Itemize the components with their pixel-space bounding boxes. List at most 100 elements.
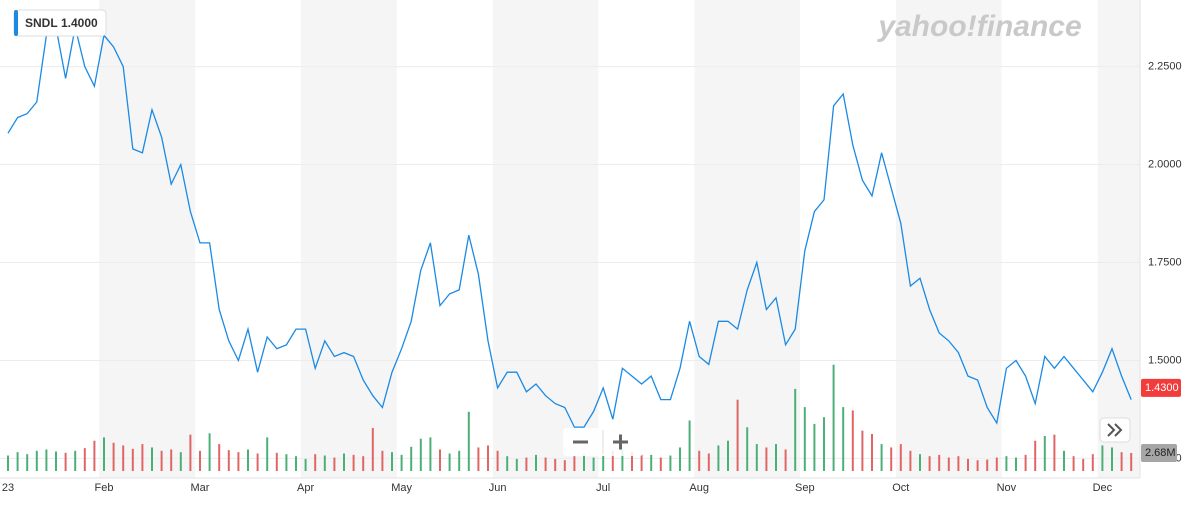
volume-bar (7, 455, 9, 471)
volume-bar (64, 452, 67, 471)
volume-bar (986, 459, 989, 471)
volume-bar (496, 450, 499, 471)
volume-bar (381, 450, 384, 471)
volume-bar (131, 448, 134, 471)
volume-bar (621, 449, 624, 471)
volume-bar (1072, 456, 1075, 471)
volume-bar (650, 454, 653, 471)
volume-bar (995, 457, 998, 471)
volume-bar (727, 440, 729, 471)
volume-bar (611, 450, 614, 471)
volume-bar (775, 444, 777, 471)
volume-bar (208, 433, 211, 471)
volume-bar (45, 449, 48, 471)
volume-bars (7, 364, 1133, 471)
volume-bar (717, 445, 720, 471)
volume-bar (976, 460, 979, 471)
y-tick-label: 1.7500 (1148, 256, 1182, 268)
volume-bar (26, 454, 29, 471)
volume-bar (871, 433, 873, 471)
volume-bar (170, 449, 173, 471)
scroll-icon[interactable] (1107, 423, 1123, 437)
volume-bar (861, 430, 864, 471)
volume-bar (83, 448, 86, 471)
x-tick-label: Feb (95, 482, 114, 494)
volume-bar (160, 450, 163, 471)
volume-bar (112, 442, 115, 471)
x-tick-label: Dec (1093, 482, 1113, 494)
volume-bar (256, 453, 259, 471)
volume-bar (823, 417, 825, 471)
volume-bar (755, 444, 758, 471)
volume-bar (304, 458, 307, 471)
volume-bar (544, 457, 547, 471)
volume-bar (563, 460, 566, 471)
volume-bar (640, 454, 643, 471)
volume-bar (803, 407, 806, 471)
volume-bar (410, 446, 413, 471)
volume-bar (237, 452, 240, 471)
zoom-controls[interactable] (563, 428, 643, 456)
volume-bar (275, 452, 278, 471)
volume-bar (967, 458, 969, 471)
volume-bar (746, 427, 749, 471)
volume-bar (688, 420, 691, 471)
volume-bar (247, 449, 249, 471)
volume-bar (947, 457, 950, 471)
price-tag-bg (1141, 378, 1181, 397)
volume-bar (448, 453, 451, 471)
volume-bar (352, 454, 355, 471)
month-band (300, 0, 397, 478)
x-tick-label: Jul (596, 482, 610, 494)
volume-bar (698, 450, 701, 471)
volume-bar (765, 447, 768, 471)
y-tick-label: 2.0000 (1148, 158, 1182, 170)
volume-bar (199, 450, 201, 471)
volume-tag-bg (1141, 443, 1177, 462)
volume-bar (880, 444, 883, 471)
volume-bar (55, 451, 57, 471)
y-tick-label: 2.2500 (1148, 61, 1182, 73)
scroll-button[interactable] (1099, 417, 1131, 443)
volume-bar (1082, 458, 1085, 471)
volume-bar (899, 444, 902, 471)
plot (7, 26, 1132, 428)
volume-bar (1053, 434, 1056, 471)
volume-bar (218, 444, 221, 471)
volume-bar (323, 455, 326, 471)
volume-bar (179, 452, 182, 471)
ticker-price: 1.4000 (61, 16, 98, 30)
volume-bar (890, 447, 893, 471)
volume-bar (957, 456, 960, 471)
volume-bar (362, 456, 365, 471)
volume-bar (602, 455, 605, 471)
volume-bar (736, 399, 739, 471)
volume-bar (851, 410, 854, 471)
volume-bar (103, 437, 105, 471)
volume-bar (535, 454, 537, 471)
volume-bar (794, 388, 797, 471)
month-band (896, 0, 1002, 478)
volume-bar (122, 445, 125, 471)
ticker-accent (14, 10, 18, 36)
volume-tag: 2.68M (1145, 447, 1176, 459)
volume-bar (938, 454, 941, 471)
volume-bar (1063, 450, 1065, 471)
volume-bar (506, 456, 509, 471)
month-band (99, 0, 196, 478)
volume-bar (151, 447, 153, 471)
volume-bar (314, 454, 317, 471)
volume-bar (1015, 457, 1017, 471)
x-tick-label: May (391, 482, 412, 494)
volume-bar (285, 454, 288, 471)
volume-bar (1120, 452, 1123, 471)
volume-bar (400, 454, 403, 471)
volume-bar (919, 454, 921, 471)
volume-bar (554, 458, 557, 471)
volume-bar (909, 450, 912, 471)
price-line (7, 26, 1132, 428)
volume-bar (458, 450, 461, 471)
month-band (492, 0, 599, 478)
